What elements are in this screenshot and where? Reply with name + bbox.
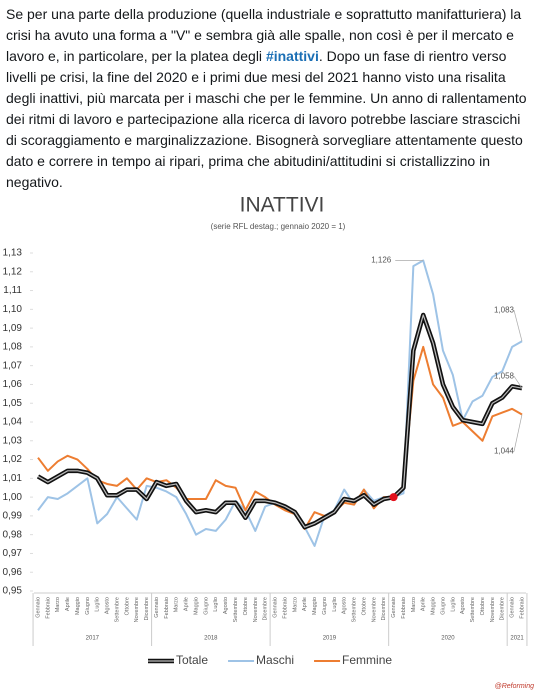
x-tick-label: Ottobre [243,597,249,615]
year-label: 2021 [510,636,524,642]
y-tick-label: 1,04 [3,417,23,428]
y-tick-label: 0,98 [3,529,23,540]
y-tick-label: 0,97 [3,548,23,559]
label-leader [513,414,523,452]
x-tick-label: Gennaio [510,597,516,618]
x-tick-label: Giugno [85,597,91,615]
series-line [37,345,523,531]
x-tick-label: Gennaio [273,597,279,618]
highlight-point [389,493,398,502]
x-tick-label: Febbraio [164,597,170,619]
x-tick-label: Ottobre [480,597,486,615]
x-tick-label: Luglio [95,597,101,612]
x-tick-label: Agosto [223,597,229,614]
x-tick-label: Ottobre [361,597,367,615]
y-tick-label: 1,10 [3,304,23,315]
value-label: 1,058 [494,371,515,380]
x-tick-label: Settembre [114,597,120,622]
x-tick-label: Giugno [440,597,446,615]
y-tick-label: 1,12 [3,266,23,277]
y-tick-label: 1,05 [3,398,23,409]
x-tick-label: Aprile [421,597,427,611]
hashtag[interactable]: #inattivi [265,48,319,64]
x-tick-label: Luglio [213,597,219,612]
x-tick-label: Agosto [342,597,348,614]
x-tick-label: Febbraio [45,597,51,619]
x-tick-label: Agosto [460,597,466,614]
year-label: 2017 [86,636,100,642]
x-tick-label: Aprile [184,597,190,611]
text: . Dopo un fase di rientro verso livelli … [6,48,527,190]
x-tick-label: Gennaio [154,597,160,618]
y-tick-label: 1,09 [3,323,23,334]
post-text: Se per una parte della produzione (quell… [6,4,534,193]
x-tick-label: Novembre [371,597,377,622]
year-label: 2018 [204,636,218,642]
text: Se per una parte della produzione (quell… [6,6,522,64]
y-tick-label: 1,11 [3,285,22,296]
x-tick-label: Novembre [253,597,259,622]
legend-label: Femmine [342,653,392,667]
label-leader [513,310,523,342]
x-tick-label: Aprile [65,597,71,611]
x-tick-label: Dicembre [381,597,387,621]
year-label: 2019 [323,636,337,642]
x-tick-label: Ottobre [124,597,130,615]
x-tick-label: Maggio [312,597,318,615]
x-tick-label: Settembre [352,597,358,622]
x-tick-label: Novembre [490,597,496,622]
x-tick-label: Maggio [431,597,437,615]
y-tick-label: 1,08 [3,342,23,353]
x-tick-label: Febbraio [519,597,525,619]
x-tick-label: Maggio [75,597,81,615]
chart-title: INATTIVI [240,194,325,217]
x-tick-label: Giugno [322,597,328,615]
value-label: 1,083 [494,305,515,314]
watermark: @Reforming [495,683,535,690]
x-tick-label: Novembre [134,597,140,622]
y-tick-label: 0,96 [3,567,23,578]
x-tick-label: Dicembre [263,597,269,621]
x-tick-label: Dicembre [500,597,506,621]
year-label: 2020 [441,636,455,642]
value-label: 1,126 [371,256,392,265]
series-line-inner [37,314,523,528]
chart-subtitle: (serie RFL destag.; gennaio 2020 = 1) [211,222,346,231]
y-tick-label: 1,03 [3,435,23,446]
label-leader [513,376,523,389]
x-tick-label: Aprile [302,597,308,611]
x-tick-label: Agosto [105,597,111,614]
y-tick-label: 1,02 [3,454,23,465]
x-tick-label: Marzo [174,597,180,612]
x-tick-label: Marzo [55,597,61,612]
x-tick-label: Settembre [233,597,239,622]
y-tick-label: 1,07 [3,360,23,371]
x-tick-label: Settembre [470,597,476,622]
y-tick-label: 1,13 [3,248,23,259]
y-tick-label: 1,01 [3,473,23,484]
x-tick-label: Maggio [193,597,199,615]
x-tick-label: Marzo [292,597,298,612]
x-tick-label: Luglio [332,597,338,612]
x-tick-label: Dicembre [144,597,150,621]
x-tick-label: Luglio [450,597,456,612]
x-tick-label: Giugno [203,597,209,615]
x-tick-label: Febbraio [282,597,288,619]
y-tick-label: 0,95 [3,586,23,597]
y-tick-label: 1,06 [3,379,23,390]
legend-label: Totale [176,653,208,667]
y-tick-label: 0,99 [3,511,23,522]
x-tick-label: Febbraio [401,597,407,619]
x-tick-label: Gennaio [391,597,397,618]
x-tick-label: Marzo [411,597,417,612]
x-tick-label: Gennaio [35,597,41,618]
y-tick-label: 1,00 [3,492,23,503]
value-label: 1,044 [494,447,515,456]
legend-label: Maschi [256,653,294,667]
